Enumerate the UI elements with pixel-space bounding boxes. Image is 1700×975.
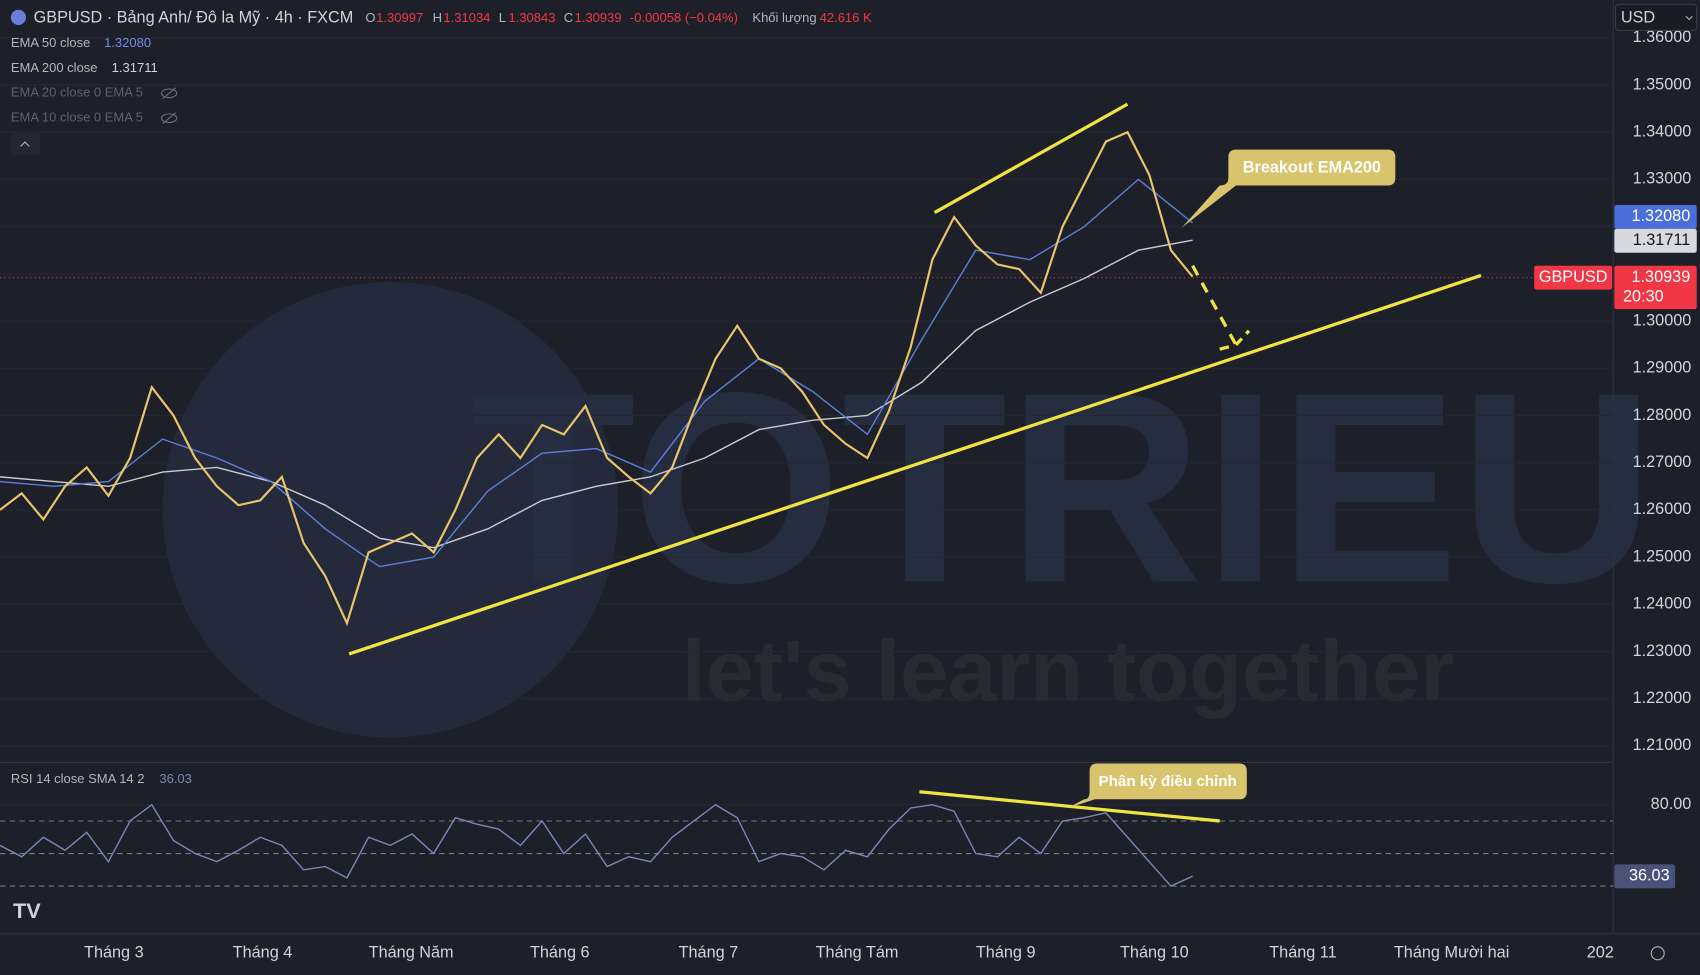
x-tick-label: 202 bbox=[1587, 944, 1614, 962]
callout-text: Phân kỳ điều chỉnh bbox=[1099, 773, 1237, 790]
projection-arrow bbox=[1234, 329, 1251, 346]
y-tick-label: 1.26000 bbox=[1633, 500, 1692, 518]
y-tick-label: 1.29000 bbox=[1633, 359, 1692, 377]
indicator-name[interactable]: EMA 10 close 0 EMA 5 bbox=[11, 110, 143, 125]
rsi-tag bbox=[1614, 864, 1676, 889]
volume-label: Khối lượng bbox=[752, 10, 816, 25]
projection-arrow bbox=[1191, 264, 1239, 351]
price-tag-text: 1.30939 bbox=[1632, 268, 1691, 286]
price-tag bbox=[1614, 228, 1697, 253]
x-tick-label: Tháng Năm bbox=[369, 944, 454, 962]
indicator-value: 1.32080 bbox=[104, 35, 151, 50]
y-tick-label: 1.24000 bbox=[1633, 595, 1692, 613]
y-tick-label: 1.21000 bbox=[1633, 736, 1692, 754]
symbol-tag bbox=[1534, 265, 1613, 290]
y-tick-label: 1.27000 bbox=[1633, 453, 1692, 471]
y-tick-label: 1.33000 bbox=[1633, 170, 1692, 188]
trendline bbox=[348, 273, 1482, 656]
callout bbox=[1181, 149, 1396, 228]
ohlc-value: 1.30939 bbox=[575, 10, 622, 25]
ohlc-key: C bbox=[564, 10, 573, 25]
hidden-icon[interactable] bbox=[161, 87, 178, 125]
ohlc-key: O bbox=[365, 10, 375, 25]
callout bbox=[1067, 763, 1247, 808]
y-tick-label: 1.35000 bbox=[1633, 75, 1692, 93]
countdown: 20:30 bbox=[1623, 287, 1664, 305]
watermark-brand: TOTRIEU bbox=[470, 337, 1655, 639]
y-tick-label: 80.00 bbox=[1651, 795, 1692, 813]
collapse-button[interactable] bbox=[10, 133, 41, 156]
x-tick-label: Tháng 11 bbox=[1269, 944, 1336, 962]
currency[interactable]: USD bbox=[1621, 9, 1655, 27]
volume: 42.616 K bbox=[820, 10, 872, 25]
price-tag-text: 1.31711 bbox=[1633, 231, 1691, 249]
x-tick-label: Tháng Mười hai bbox=[1394, 944, 1509, 962]
rsi-tag-text: 36.03 bbox=[1629, 867, 1670, 885]
rsi-line bbox=[0, 803, 1193, 887]
ema-line bbox=[0, 178, 1194, 568]
y-tick-label: 1.22000 bbox=[1633, 689, 1692, 707]
symbol-tag-text: GBPUSD bbox=[1539, 268, 1608, 286]
change: -0.00058 (−0.04%) bbox=[630, 10, 738, 25]
x-tick-label: Tháng 9 bbox=[976, 944, 1036, 962]
callout-text: Breakout EMA200 bbox=[1243, 158, 1381, 176]
y-tick-label: 1.28000 bbox=[1633, 406, 1692, 424]
tv-logo[interactable]: TV bbox=[13, 898, 41, 923]
price-tag bbox=[1614, 265, 1697, 310]
x-tick-label: Tháng 3 bbox=[84, 944, 144, 962]
symbol-icon bbox=[10, 9, 27, 25]
ohlc-key: L bbox=[499, 10, 506, 25]
ohlc-value: 1.30997 bbox=[376, 10, 423, 25]
plot: 1.360001.350001.340001.330001.320001.310… bbox=[0, 28, 1692, 887]
rsi-title: RSI 14 close SMA 14 2 bbox=[11, 771, 145, 786]
ohlc-value: 1.31034 bbox=[443, 10, 490, 25]
indicator-name[interactable]: EMA 200 close bbox=[11, 60, 98, 75]
collapse-icon bbox=[20, 141, 30, 147]
indicator-name[interactable]: EMA 50 close bbox=[11, 35, 90, 50]
currency-select[interactable] bbox=[1614, 3, 1698, 31]
ema-line bbox=[0, 239, 1193, 549]
x-tick-label: Tháng Tám bbox=[816, 944, 899, 962]
x-tick-label: Tháng 4 bbox=[233, 944, 293, 962]
ohlc-key: H bbox=[433, 10, 442, 25]
indicator-name[interactable]: EMA 20 close 0 EMA 5 bbox=[11, 85, 143, 100]
price-tag-text: 1.32080 bbox=[1632, 207, 1691, 225]
y-tick-label: 1.23000 bbox=[1633, 642, 1692, 660]
ohlc-value: 1.30843 bbox=[508, 10, 555, 25]
trendline bbox=[933, 102, 1129, 214]
trendline bbox=[919, 790, 1220, 823]
indicator-value: 1.31711 bbox=[112, 60, 158, 75]
symbol-title[interactable]: GBPUSD · Bảng Anh/ Đô la Mỹ · 4h · FXCM bbox=[34, 9, 354, 27]
price-line bbox=[0, 130, 1194, 627]
y-tick-label: 1.30000 bbox=[1633, 311, 1692, 329]
settings-icon[interactable] bbox=[1650, 946, 1665, 961]
x-tick-label: Tháng 10 bbox=[1120, 944, 1189, 962]
price-tag bbox=[1614, 204, 1697, 229]
rsi-value: 36.03 bbox=[159, 771, 192, 786]
x-tick-label: Tháng 7 bbox=[679, 944, 739, 962]
dropdown-icon bbox=[1685, 15, 1693, 21]
watermark-slogan: let's learn together bbox=[682, 623, 1454, 720]
y-tick-label: 1.25000 bbox=[1633, 547, 1692, 565]
y-tick-label: 1.36000 bbox=[1633, 28, 1692, 46]
y-tick-label: 1.34000 bbox=[1633, 122, 1692, 140]
x-tick-label: Tháng 6 bbox=[530, 944, 590, 962]
